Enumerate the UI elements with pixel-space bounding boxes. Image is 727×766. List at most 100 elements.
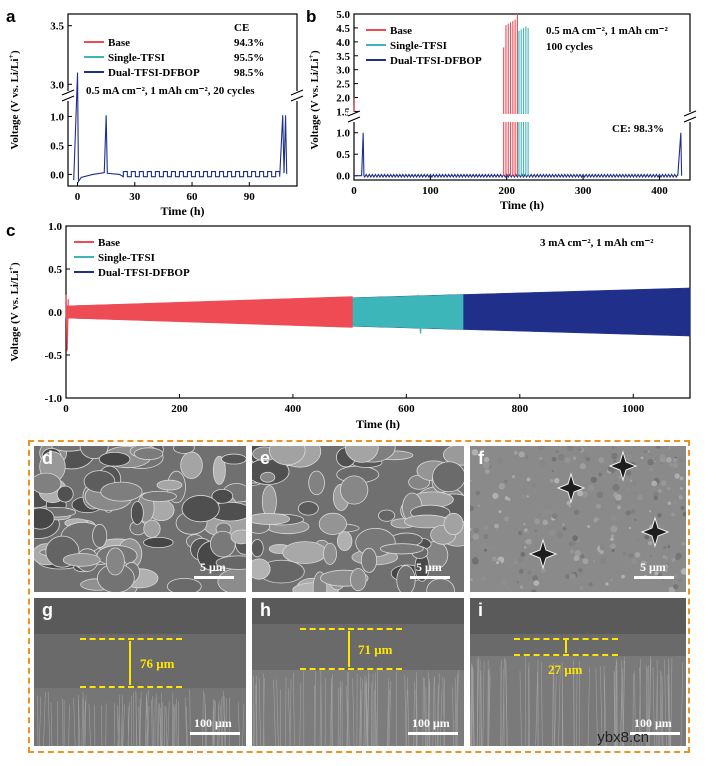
- sem-striation: [552, 663, 554, 746]
- sem-striation: [595, 668, 598, 746]
- sem-crack: [528, 538, 558, 570]
- sem-striation: [152, 696, 155, 746]
- sem-grain: [511, 475, 516, 479]
- sem-grain: [634, 518, 637, 521]
- legend-ce-a: 98.5%: [234, 67, 264, 79]
- sem-grain: [379, 543, 424, 555]
- sem-grain: [622, 551, 627, 557]
- sem-striation: [600, 666, 603, 746]
- x-tick-label-c: 1000: [622, 403, 645, 415]
- sem-grain: [667, 545, 671, 549]
- panel-letter-b: b: [306, 7, 316, 26]
- sem-grain: [560, 555, 566, 560]
- sem-striation: [622, 657, 626, 746]
- y-axis-label-a: Voltage (V vs. Li/Li+): [7, 50, 21, 150]
- plot-frame-b: [353, 13, 691, 181]
- sem-texture-e: [252, 446, 464, 592]
- sem-striation: [488, 675, 491, 746]
- sem-grain: [664, 563, 669, 569]
- sem-striation: [363, 675, 366, 746]
- sem-striation: [576, 667, 578, 746]
- sem-striation: [224, 698, 228, 746]
- sem-grain: [533, 580, 540, 586]
- axis-break-a-right-mask: [291, 91, 303, 101]
- y-tick-label-b-upper: 3.0: [336, 65, 350, 77]
- sem-grain: [660, 480, 667, 486]
- sem-grain: [526, 495, 529, 498]
- sem-grain: [666, 456, 672, 463]
- sem-striation: [436, 684, 439, 746]
- axis-break-a-left-mask: [62, 91, 74, 101]
- sem-grain: [611, 548, 615, 552]
- sem-grain: [572, 535, 579, 542]
- sem-grain: [156, 479, 183, 491]
- sem-grain: [483, 456, 490, 463]
- sem-grain: [680, 505, 685, 510]
- sem-grain: [612, 483, 620, 491]
- sem-striation: [432, 678, 435, 746]
- sem-striation: [43, 691, 46, 746]
- sem-texture-g: [34, 598, 246, 746]
- sem-grain: [308, 470, 325, 496]
- annotation-a: 0.5 mA cm⁻², 1 mAh cm⁻², 20 cycles: [86, 85, 255, 97]
- sem-striation: [159, 707, 162, 746]
- axis-break-a-right: [290, 89, 304, 102]
- sem-striation: [423, 678, 426, 746]
- sem-striation: [388, 680, 392, 746]
- sem-striation: [535, 671, 538, 746]
- y-tick-label-b-upper: 3.5: [336, 51, 350, 63]
- watermark: ybx8.cn: [597, 729, 649, 746]
- sem-grain: [587, 484, 595, 492]
- sem-striation: [211, 707, 214, 746]
- sem-grain: [133, 447, 164, 460]
- y-tick-label-b-upper: 2.5: [336, 79, 350, 91]
- sem-grain: [584, 454, 588, 458]
- sem-grain: [577, 490, 584, 497]
- y-tick-label-b: 0.0: [336, 171, 350, 183]
- sem-striation: [62, 698, 64, 746]
- ce-label-b: CE: 98.3%: [612, 123, 664, 135]
- panel-letter-i: i: [478, 600, 484, 620]
- sem-striation: [176, 698, 178, 746]
- sem-striation: [204, 692, 207, 746]
- sem-striation: [670, 657, 673, 746]
- sem-grain: [651, 480, 658, 487]
- sem-striation: [370, 683, 373, 746]
- sem-grain: [573, 555, 580, 562]
- sem-grain: [100, 481, 143, 502]
- y-tick-label-a: 0.0: [50, 169, 64, 181]
- legend-label-b: Dual-TFSI-DFBOP: [390, 55, 482, 67]
- sem-grain: [105, 547, 125, 576]
- sem-striation: [387, 689, 390, 746]
- sem-striation: [558, 666, 561, 746]
- sem-striation: [470, 668, 473, 746]
- legend-label-b: Base: [390, 25, 412, 37]
- sem-grain: [628, 553, 634, 559]
- sem-striation: [122, 703, 125, 746]
- sem-striation: [185, 706, 188, 746]
- sem-grain: [611, 452, 618, 460]
- sem-striation: [285, 677, 287, 746]
- sem-grain: [527, 570, 532, 575]
- sem-striation: [346, 672, 349, 746]
- sem-grain: [523, 546, 527, 549]
- sem-grain: [654, 571, 659, 576]
- sem-grain: [517, 556, 524, 563]
- sem-grain: [34, 507, 55, 530]
- sem-grain: [360, 547, 378, 573]
- scale-bar-i: [630, 732, 680, 735]
- sem-grain: [628, 526, 632, 530]
- sem-striation: [439, 688, 443, 746]
- sem-grain: [268, 446, 306, 466]
- sem-grain: [674, 574, 678, 578]
- y-tick-label-c: 0.5: [48, 264, 62, 276]
- sem-grain: [653, 495, 659, 501]
- sem-grain: [572, 461, 577, 467]
- sem-grain: [62, 553, 101, 567]
- sem-grain: [479, 542, 486, 549]
- sem-grain: [212, 455, 226, 485]
- sem-grain: [671, 557, 676, 562]
- sem-striation: [452, 687, 455, 746]
- sem-grain: [483, 462, 490, 469]
- panel-letter-d: d: [42, 448, 53, 468]
